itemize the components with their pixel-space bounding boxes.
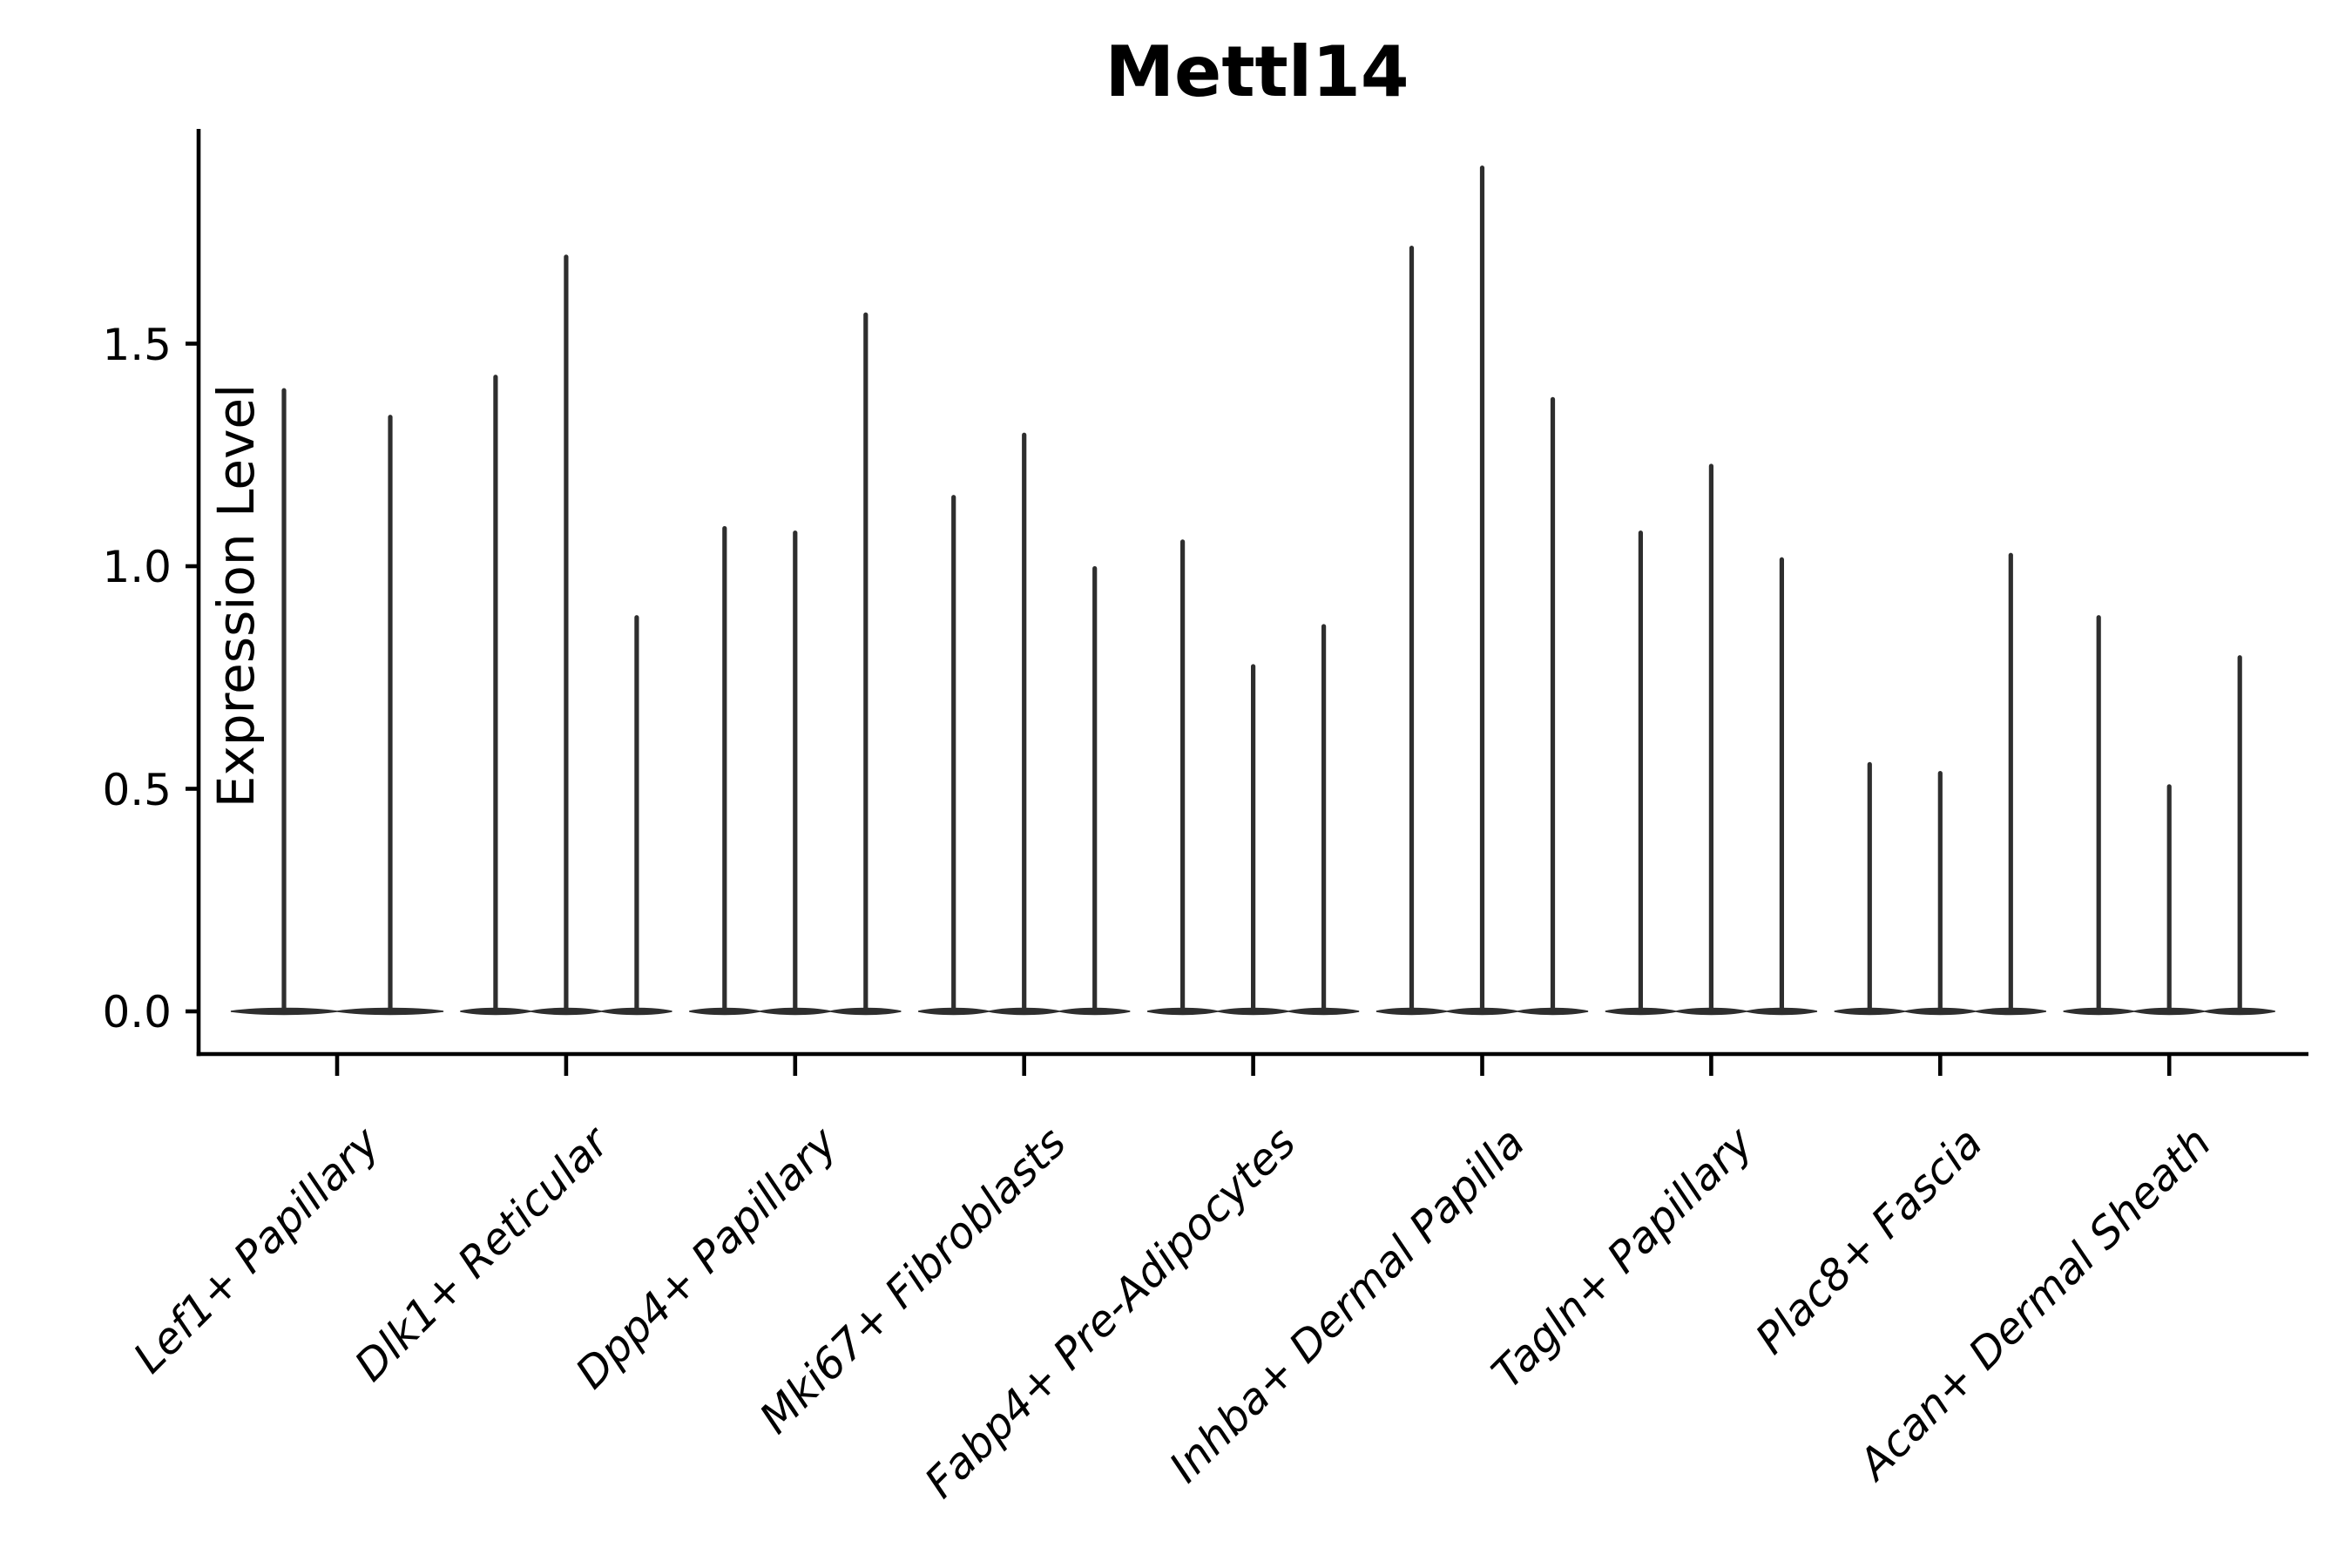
y-tick-label: 1.5 xyxy=(102,319,172,370)
y-tick-label: 0.5 xyxy=(102,764,172,815)
y-axis-label: Expression Level xyxy=(206,383,267,808)
y-tick-label: 1.0 xyxy=(102,542,172,592)
chart-title: Mettl14 xyxy=(1105,31,1409,112)
y-tick-label: 0.0 xyxy=(102,987,172,1037)
